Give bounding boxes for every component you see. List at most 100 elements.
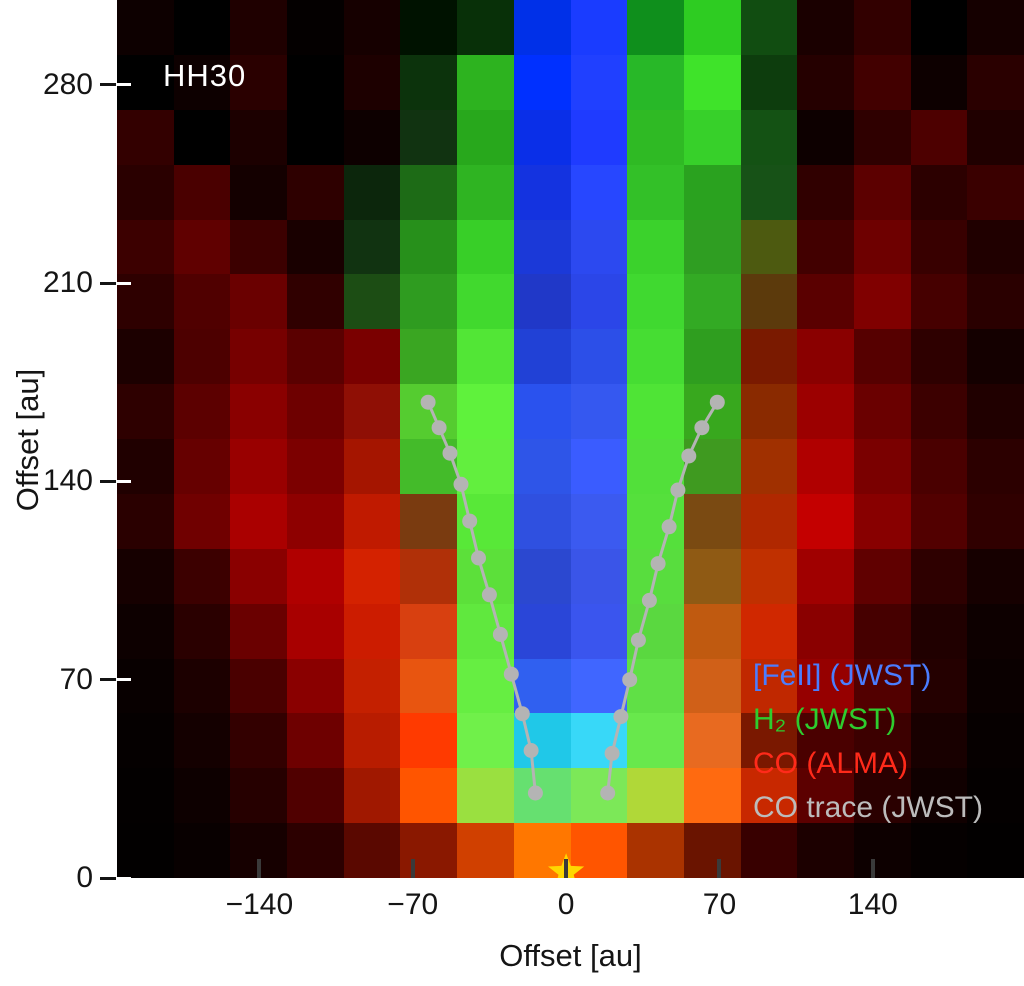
image-pixel — [910, 384, 968, 439]
image-pixel — [287, 384, 344, 439]
image-pixel — [570, 219, 628, 275]
image-pixel — [343, 439, 401, 494]
image-pixel — [853, 439, 911, 494]
image-pixel — [570, 548, 628, 604]
y-tick-label: 280 — [42, 67, 93, 101]
image-pixel — [513, 548, 571, 604]
image-pixel — [797, 823, 854, 878]
y-tick-label: 210 — [42, 266, 93, 300]
image-pixel — [967, 384, 1024, 439]
image-pixel — [853, 493, 911, 549]
x-tick-mark-inner — [410, 859, 415, 878]
x-tick-label: −140 — [225, 888, 294, 921]
image-pixel — [457, 713, 514, 769]
image-pixel — [287, 164, 344, 220]
co-trace-point — [431, 420, 447, 436]
co-trace-point — [681, 448, 697, 464]
co-trace-right-line — [606, 401, 719, 794]
image-pixel — [400, 493, 458, 549]
image-pixel — [287, 713, 344, 769]
image-pixel — [570, 329, 628, 385]
image-pixel — [627, 384, 684, 439]
x-tick-label: 70 — [702, 888, 737, 921]
image-pixel — [287, 329, 344, 385]
image-pixel — [117, 329, 174, 385]
image-pixel — [400, 768, 458, 824]
image-pixel — [797, 0, 854, 55]
image-pixel — [173, 109, 231, 165]
co-trace-point — [503, 666, 519, 682]
x-tick-mark-inner — [564, 859, 569, 878]
image-pixel — [457, 658, 514, 714]
co-trace-point — [670, 482, 686, 498]
image-pixel — [457, 109, 514, 165]
image-pixel — [967, 603, 1024, 659]
image-pixel — [683, 713, 741, 769]
image-pixel — [797, 164, 854, 220]
image-pixel — [740, 54, 798, 110]
y-tick-mark-inner — [117, 281, 131, 285]
image-pixel — [287, 274, 344, 330]
image-pixel — [230, 274, 288, 330]
co-trace-point — [527, 785, 543, 801]
legend-item: CO (ALMA) — [753, 747, 909, 780]
image-pixel — [400, 164, 458, 220]
image-pixel — [740, 219, 798, 275]
image-pixel — [117, 603, 174, 659]
image-pixel — [343, 0, 401, 55]
co-trace-point — [661, 519, 677, 535]
image-pixel — [230, 164, 288, 220]
image-pixel — [570, 768, 628, 824]
image-pixel — [910, 109, 968, 165]
x-tick-mark-inner — [870, 859, 875, 878]
image-pixel — [740, 109, 798, 165]
y-tick-label: 140 — [42, 464, 93, 498]
image-pixel — [683, 329, 741, 385]
image-pixel — [117, 219, 174, 275]
image-pixel — [117, 164, 174, 220]
image-pixel — [173, 548, 231, 604]
image-pixel — [683, 658, 741, 714]
image-pixel — [457, 54, 514, 110]
y-tick-mark-inner — [117, 83, 131, 87]
image-pixel — [230, 219, 288, 275]
co-trace-point — [650, 556, 666, 572]
image-pixel — [287, 603, 344, 659]
image-pixel — [400, 0, 458, 55]
image-pixel — [230, 439, 288, 494]
image-pixel — [117, 384, 174, 439]
image-pixel — [853, 548, 911, 604]
x-axis-title: Offset [au] — [499, 938, 642, 973]
image-pixel — [967, 274, 1024, 330]
image-pixel — [740, 0, 798, 55]
image-pixel — [230, 603, 288, 659]
image-pixel — [683, 823, 741, 878]
image-pixel — [853, 0, 911, 55]
image-pixel — [853, 164, 911, 220]
co-trace-point — [709, 394, 725, 410]
image-pixel — [173, 274, 231, 330]
co-trace-point — [420, 394, 436, 410]
image-pixel — [230, 548, 288, 604]
y-tick-mark-inner — [117, 479, 131, 483]
image-pixel — [343, 603, 401, 659]
plot-area: HH30 [FeII] (JWST) H₂ (JWST) CO (ALMA) CO t… — [117, 0, 1024, 878]
image-pixel — [173, 0, 231, 55]
image-pixel — [740, 713, 798, 769]
image-pixel — [117, 713, 174, 769]
image-pixel — [967, 164, 1024, 220]
image-pixel — [400, 823, 458, 878]
image-pixel — [627, 329, 684, 385]
image-pixel — [797, 603, 854, 659]
image-pixel — [967, 439, 1024, 494]
image-pixel — [683, 109, 741, 165]
image-pixel — [400, 219, 458, 275]
image-pixel — [570, 274, 628, 330]
image-pixel — [797, 109, 854, 165]
image-pixel — [513, 439, 571, 494]
legend-item: H₂ (JWST) — [753, 703, 897, 736]
y-tick-label: 70 — [59, 662, 93, 696]
image-pixel — [117, 493, 174, 549]
image-pixel — [910, 0, 968, 55]
image-pixel — [287, 768, 344, 824]
